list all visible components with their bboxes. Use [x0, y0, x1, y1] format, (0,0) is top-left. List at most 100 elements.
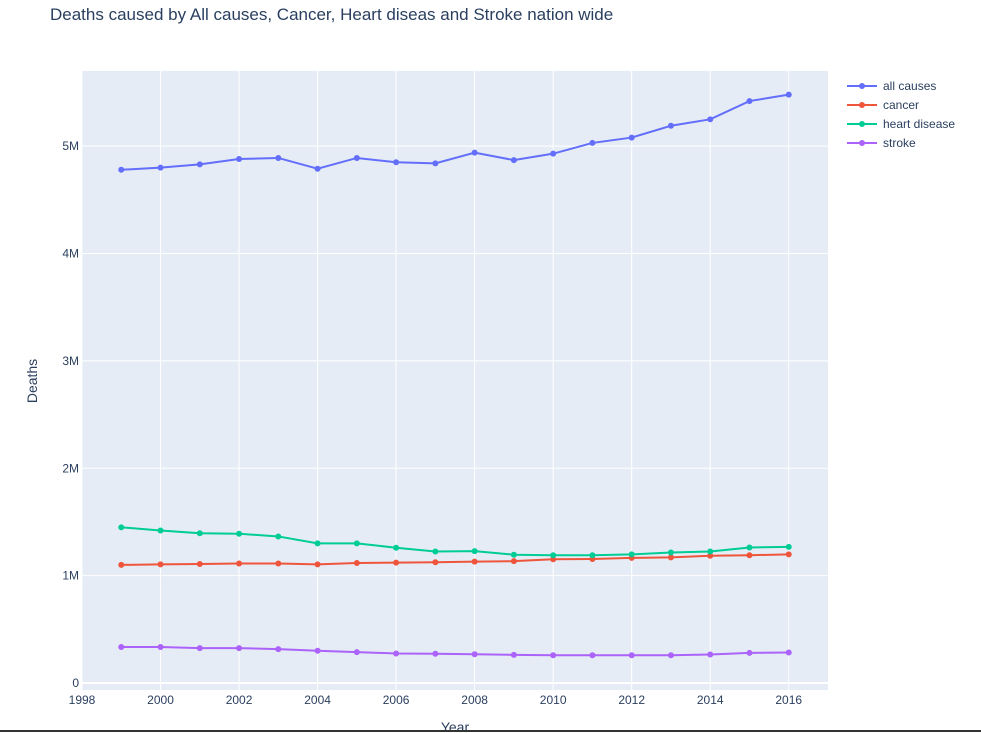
data-point — [314, 165, 321, 172]
data-point — [589, 652, 596, 659]
data-point — [118, 644, 125, 651]
series-line-all-causes — [121, 93, 789, 171]
data-point — [471, 651, 478, 658]
x-tick-label: 2000 — [147, 693, 174, 707]
data-point — [510, 157, 517, 164]
data-point — [157, 164, 164, 171]
data-point — [118, 524, 125, 531]
data-point — [236, 530, 243, 537]
data-point — [510, 558, 517, 565]
data-point — [236, 560, 243, 567]
data-point — [471, 558, 478, 565]
data-point — [157, 527, 164, 534]
chart-title: Deaths caused by All causes, Cancer, Hea… — [50, 5, 614, 24]
data-point — [785, 551, 792, 558]
data-point — [275, 154, 282, 161]
data-point — [785, 91, 792, 98]
y-tick-label: 0 — [72, 676, 79, 690]
y-tick-label: 1M — [62, 569, 79, 583]
data-point — [550, 652, 557, 659]
data-point — [275, 646, 282, 653]
data-point — [510, 551, 517, 558]
data-point — [510, 651, 517, 658]
data-point — [628, 134, 635, 141]
y-tick-label: 2M — [62, 461, 79, 475]
data-point — [471, 548, 478, 555]
x-tick-label: 2002 — [226, 693, 253, 707]
x-tick-label: 2012 — [618, 693, 645, 707]
data-point — [196, 530, 203, 537]
data-point — [667, 549, 674, 556]
x-tick-label: 2014 — [697, 693, 724, 707]
legend-item[interactable]: stroke — [847, 136, 916, 150]
y-tick-label: 4M — [62, 247, 79, 261]
x-tick-label: 2010 — [540, 693, 567, 707]
data-point — [707, 552, 714, 559]
data-point — [785, 649, 792, 656]
data-point — [393, 159, 400, 166]
x-tick-label: 1998 — [69, 693, 96, 707]
data-point — [118, 166, 125, 173]
data-point — [746, 649, 753, 656]
data-point — [707, 116, 714, 123]
data-point — [393, 650, 400, 657]
x-tick-label: 2006 — [383, 693, 410, 707]
data-point — [667, 122, 674, 129]
data-point — [275, 560, 282, 567]
data-point — [589, 139, 596, 146]
data-point — [353, 540, 360, 547]
legend-item[interactable]: all causes — [847, 79, 936, 93]
data-point — [432, 160, 439, 167]
data-point — [785, 543, 792, 550]
legend-label: heart disease — [883, 117, 955, 131]
legend-label: cancer — [883, 98, 919, 112]
series-layer — [118, 91, 792, 659]
y-tick-label: 3M — [62, 354, 79, 368]
data-point — [432, 559, 439, 566]
data-point — [707, 651, 714, 658]
x-tick-label: 2008 — [461, 693, 488, 707]
data-point — [746, 552, 753, 559]
y-tick-label: 5M — [62, 139, 79, 153]
legend: all causes cancer heart disease stroke — [847, 79, 955, 150]
legend-label: all causes — [883, 79, 936, 93]
data-point — [314, 540, 321, 547]
data-point — [746, 544, 753, 551]
series-line-stroke — [121, 646, 789, 657]
plot-area — [82, 71, 828, 690]
data-point — [746, 98, 753, 105]
data-point — [196, 161, 203, 168]
data-point — [353, 649, 360, 656]
legend-marker — [859, 140, 865, 146]
data-point — [196, 645, 203, 652]
data-point — [707, 548, 714, 555]
data-point — [667, 554, 674, 561]
data-point — [157, 644, 164, 651]
legend-marker — [859, 102, 865, 108]
x-axis-title: Year — [441, 719, 470, 733]
legend-label: stroke — [883, 136, 916, 150]
data-point — [353, 559, 360, 566]
data-point — [353, 154, 360, 161]
data-point — [550, 150, 557, 157]
data-point — [314, 647, 321, 654]
data-point — [118, 561, 125, 568]
grid-lines — [81, 71, 828, 690]
x-tick-label: 2004 — [304, 693, 331, 707]
data-point — [236, 645, 243, 652]
legend-item[interactable]: cancer — [847, 98, 919, 112]
data-point — [275, 533, 282, 540]
legend-item[interactable]: heart disease — [847, 117, 955, 131]
data-point — [550, 552, 557, 559]
data-point — [432, 548, 439, 555]
data-point — [314, 561, 321, 568]
data-point — [393, 559, 400, 566]
legend-marker — [859, 121, 865, 127]
data-point — [471, 149, 478, 156]
y-axis-ticks: 0 1M 2M 3M 4M 5M — [62, 139, 79, 690]
series-line-heart-disease — [121, 526, 789, 557]
bottom-divider — [0, 730, 981, 732]
data-point — [157, 561, 164, 568]
data-point — [628, 551, 635, 558]
